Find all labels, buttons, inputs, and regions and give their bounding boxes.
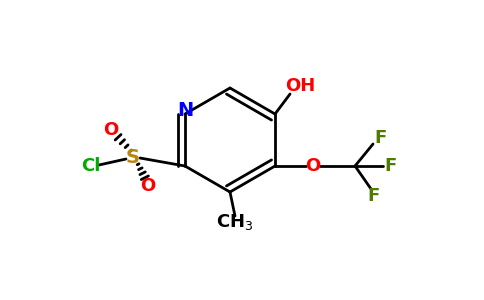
- Text: S: S: [126, 148, 140, 167]
- Text: O: O: [305, 157, 321, 175]
- Text: F: F: [367, 187, 379, 205]
- Text: O: O: [140, 177, 155, 195]
- Text: N: N: [177, 101, 193, 121]
- Text: F: F: [384, 157, 396, 175]
- Text: O: O: [104, 121, 119, 139]
- Text: F: F: [374, 129, 386, 147]
- Text: OH: OH: [285, 77, 315, 95]
- Text: Cl: Cl: [81, 157, 101, 175]
- Text: CH$_3$: CH$_3$: [216, 212, 254, 232]
